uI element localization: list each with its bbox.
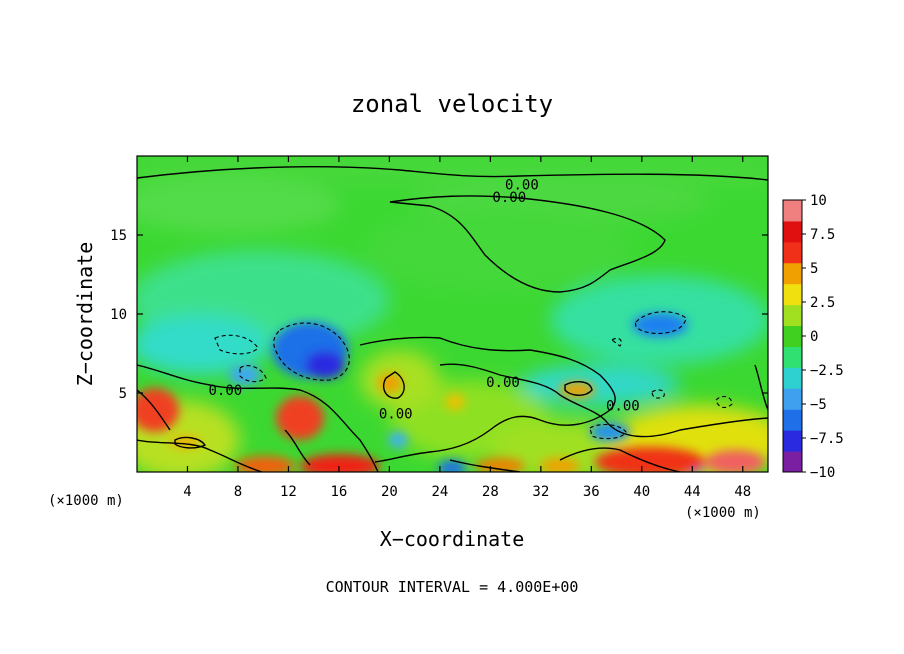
colorbar-swatch: [783, 409, 802, 431]
y-axis-ticks: 5 10 15: [110, 228, 768, 402]
x-tick-label: 44: [684, 484, 701, 500]
colorbar-label: 10: [810, 193, 827, 209]
colorbar-label: −10: [810, 465, 835, 481]
colorbar-label: 7.5: [810, 227, 835, 243]
x-tick-label: 36: [583, 484, 600, 500]
colorbar-swatch: [783, 262, 802, 285]
negative-contour-lines: [214, 311, 733, 440]
colorbar-label: 2.5: [810, 295, 835, 311]
y-tick-label: 5: [119, 386, 127, 402]
contour-lines: [137, 165, 768, 472]
plot-area: [137, 156, 768, 472]
x-tick-label: 48: [734, 484, 751, 500]
colorbar-swatch: [783, 304, 802, 327]
colorbar-label: −5: [810, 397, 827, 413]
colorbar-swatch: [783, 451, 802, 473]
colorbar-label: −2.5: [810, 363, 844, 379]
colorbar: 10 7.5 5 2.5 0 −2.5 −5 −7.5 −10: [782, 193, 844, 481]
x-axis-label: X−coordinate: [380, 527, 525, 551]
colorbar-swatch: [783, 200, 802, 222]
contour-label: 0.00: [486, 375, 520, 391]
colorbar-swatch: [783, 346, 802, 368]
x-tick-label: 28: [482, 484, 499, 500]
colorbar-swatch: [783, 220, 802, 243]
y-tick-label: 15: [110, 228, 127, 244]
x-tick-label: 20: [381, 484, 398, 500]
contour-label: 0.00: [505, 177, 539, 193]
colorbar-swatch: [783, 283, 802, 306]
colorbar-label: −7.5: [810, 431, 844, 447]
y-tick-label: 10: [110, 307, 127, 323]
x-tick-label: 4: [183, 484, 191, 500]
y-axis-label: Z−coordinate: [73, 242, 97, 387]
x-tick-label: 8: [234, 484, 242, 500]
x-tick-label: 16: [330, 484, 347, 500]
contour-label: 0.00: [379, 407, 413, 423]
colorbar-swatch: [783, 325, 802, 347]
colorbar-label: 5: [810, 261, 818, 277]
colorbar-swatch: [783, 241, 802, 264]
contour-interval-note: CONTOUR INTERVAL = 4.000E+00: [326, 578, 579, 596]
x-unit-left: (×1000 m): [48, 493, 124, 509]
x-tick-label: 24: [431, 484, 448, 500]
contour-label: 0.00: [606, 399, 640, 415]
contour-label: 0.00: [208, 383, 242, 399]
colorbar-swatch: [783, 367, 802, 389]
chart-title: zonal velocity: [351, 90, 553, 118]
colorbar-label: 0: [810, 329, 818, 345]
x-axis-ticks: 4 8 12 16 20 24 28 32 36 40 44 48: [183, 156, 751, 500]
x-tick-label: 32: [532, 484, 549, 500]
colorbar-swatch: [783, 430, 802, 452]
colorbar-swatch: [783, 388, 802, 410]
x-tick-label: 40: [633, 484, 650, 500]
contour-labels: 0.000.000.000.000.000.00: [208, 177, 639, 422]
x-tick-label: 12: [280, 484, 297, 500]
contour-label: 0.00: [492, 190, 526, 206]
x-unit-right: (×1000 m): [685, 505, 761, 521]
